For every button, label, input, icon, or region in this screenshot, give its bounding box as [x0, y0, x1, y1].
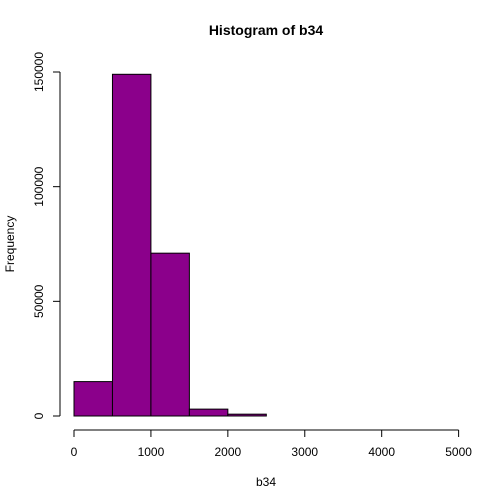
bars-group — [73, 73, 267, 417]
histogram-bar-3 — [188, 408, 229, 417]
x-tick-label: 4000 — [368, 445, 395, 459]
x-tick-label: 2000 — [214, 445, 241, 459]
histogram-bar-4 — [227, 413, 267, 417]
x-axis: 0 1000 2000 3000 4000 5000 — [71, 429, 472, 459]
y-tick-label: 150000 — [32, 52, 46, 92]
histogram-bar-1 — [111, 73, 152, 417]
y-tick-label: 100000 — [32, 166, 46, 206]
histogram-bar-0 — [73, 381, 113, 417]
x-tick-label: 3000 — [291, 445, 318, 459]
y-axis: 0 50000 100000 150000 — [32, 52, 61, 419]
y-tick-label: 0 — [32, 412, 46, 419]
y-axis-label: Frequency — [3, 216, 17, 273]
histogram-bar-2 — [150, 252, 190, 417]
chart-title: Histogram of b34 — [209, 22, 324, 38]
x-tick-label: 5000 — [445, 445, 472, 459]
x-tick-label: 0 — [71, 445, 78, 459]
x-tick-label: 1000 — [138, 445, 165, 459]
x-axis-label: b34 — [256, 475, 276, 489]
y-tick-label: 50000 — [32, 284, 46, 318]
